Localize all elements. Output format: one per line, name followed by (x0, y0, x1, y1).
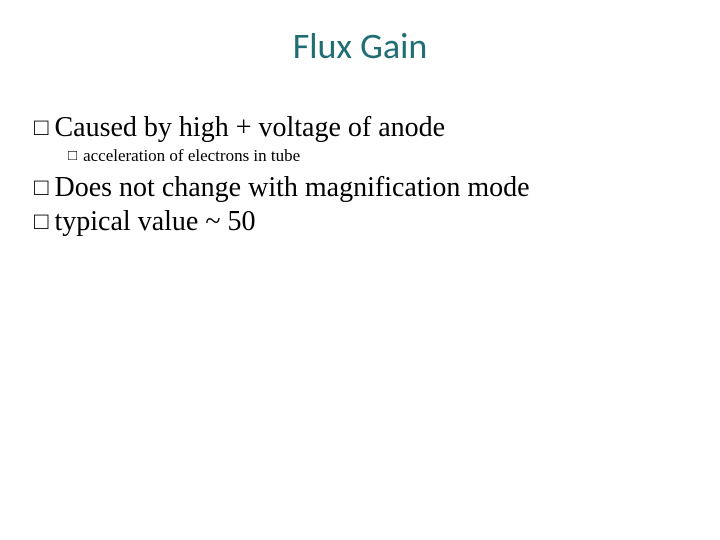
bullet-marker-icon: □ (68, 148, 77, 163)
list-item: □typical value ~ 50 (34, 206, 690, 238)
slide-title: Flux Gain (30, 24, 690, 68)
bullet-marker-icon: □ (34, 116, 49, 140)
bullet-text: typical value ~ 50 (55, 206, 256, 238)
slide: Flux Gain □Caused by high + voltage of a… (0, 0, 720, 540)
bullet-marker-icon: □ (34, 176, 49, 200)
list-subitem: □ acceleration of electrons in tube (68, 146, 690, 166)
list-item: □Does not change with magnification mode (34, 172, 690, 204)
bullet-text: Caused by high + voltage of anode (55, 112, 446, 144)
bullet-text: acceleration of electrons in tube (83, 146, 300, 166)
slide-body: □Caused by high + voltage of anode□accel… (30, 112, 690, 238)
list-item: □Caused by high + voltage of anode (34, 112, 690, 144)
bullet-marker-icon: □ (34, 210, 49, 234)
bullet-text: Does not change with magnification mode (55, 172, 530, 204)
